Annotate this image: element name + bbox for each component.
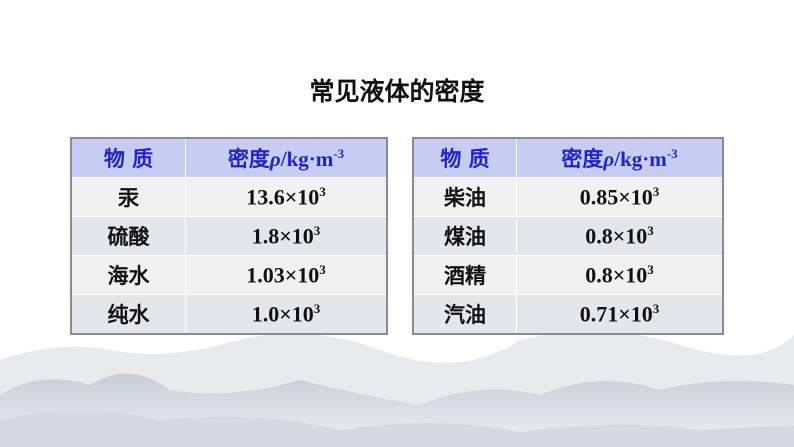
- unit-exponent: -3: [333, 146, 345, 161]
- table-row: 煤油 0.8×103: [412, 216, 724, 256]
- density-value: 1.0×103: [185, 294, 388, 335]
- header-substance: 物 质: [70, 137, 186, 178]
- density-value: 0.71×103: [516, 294, 724, 335]
- density-value: 0.8×103: [516, 216, 724, 256]
- density-value: 0.85×103: [516, 177, 724, 217]
- table-header: 物 质 密度ρ/kg·m-3: [412, 137, 724, 178]
- substance-name: 汽油: [412, 294, 517, 335]
- unit: /kg·m: [280, 147, 334, 171]
- table-row: 柴油 0.85×103: [412, 177, 724, 217]
- density-label: 密度: [227, 147, 270, 171]
- substance-name: 柴油: [412, 177, 517, 217]
- density-value: 1.8×103: [185, 216, 388, 256]
- table-row: 纯水 1.0×103: [70, 294, 388, 335]
- density-value: 1.03×103: [185, 255, 388, 295]
- header-density: 密度ρ/kg·m-3: [185, 137, 388, 178]
- substance-name: 煤油: [412, 216, 517, 256]
- substance-name: 海水: [70, 255, 186, 295]
- density-value: 13.6×103: [185, 177, 388, 217]
- table-row: 海水 1.03×103: [70, 255, 388, 295]
- liquid-density-table-left: 物 质 密度ρ/kg·m-3 汞 13.6×103 硫酸 1.8×103 海水 1.0…: [70, 137, 388, 335]
- substance-name: 硫酸: [70, 216, 186, 256]
- unit-exponent: -3: [666, 146, 678, 161]
- substance-name: 汞: [70, 177, 186, 217]
- table-row: 硫酸 1.8×103: [70, 216, 388, 256]
- density-label: 密度: [561, 147, 604, 171]
- table-row: 汞 13.6×103: [70, 177, 388, 217]
- density-value: 0.8×103: [516, 255, 724, 295]
- table-header: 物 质 密度ρ/kg·m-3: [70, 137, 388, 178]
- header-density: 密度ρ/kg·m-3: [516, 137, 724, 178]
- rho-symbol: ρ: [603, 147, 615, 171]
- table-row: 酒精 0.8×103: [412, 255, 724, 295]
- unit: /kg·m: [614, 147, 667, 171]
- liquid-density-table-right: 物 质 密度ρ/kg·m-3 柴油 0.85×103 煤油 0.8×103 酒精 0.…: [412, 137, 724, 335]
- header-substance: 物 质: [412, 137, 517, 178]
- table-row: 汽油 0.71×103: [412, 294, 724, 335]
- substance-name: 酒精: [412, 255, 517, 295]
- substance-name: 纯水: [70, 294, 186, 335]
- rho-symbol: ρ: [269, 147, 281, 171]
- page-title: 常见液体的密度: [309, 77, 485, 106]
